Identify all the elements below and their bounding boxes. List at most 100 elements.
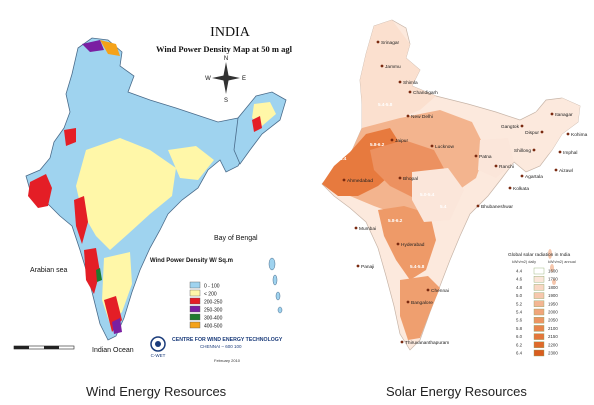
cwet-date: February 2010 (214, 358, 241, 363)
city-marker (558, 150, 562, 154)
solar-legend-annual: 1700 (548, 277, 558, 282)
bay-of-bengal-label: Bay of Bengal (214, 235, 258, 242)
solar-legend-swatch (533, 308, 545, 316)
zone-250-300-south (112, 318, 122, 334)
solar-legend-annual: 1800 (548, 285, 558, 290)
solar-legend-swatch (533, 267, 545, 275)
zone-200-250-gujarat (28, 174, 52, 208)
city-label: Chennai (431, 288, 449, 294)
solar-legend-title: Global solar radiation in India (508, 252, 570, 258)
wind-map-subtitle: Wind Power Density Map at 50 m agl (156, 44, 293, 54)
city-label: Jammu (385, 64, 401, 70)
solar-zone-light-east (478, 138, 514, 178)
zone-300-400-south (96, 268, 102, 282)
solar-city-markers: Srinagar Jammu Shimla Chandigarh New Delhi Ja… (342, 40, 588, 346)
city-marker (508, 186, 512, 190)
solar-legend-annual: 2300 (548, 351, 558, 356)
city-marker (520, 124, 524, 128)
city-marker (390, 138, 394, 142)
wind-density-label: Wind Power Density W/ Sq.m (150, 258, 233, 264)
solar-zone-value: 5.4 (344, 134, 351, 139)
zone-200-250-western-ghats (74, 196, 88, 244)
zone-250-300-kashmir (82, 40, 104, 52)
solar-andaman-islands (548, 249, 556, 285)
wind-map-panel: INDIA Wind Power Density Map at 50 m agl… (0, 0, 300, 370)
solar-legend-annual: 2100 (548, 326, 558, 331)
solar-legend-daily: 4.4 (516, 269, 523, 274)
city-label: Agartala (525, 174, 543, 180)
indian-ocean-label: Indian Ocean (92, 347, 134, 354)
solar-legend-col-daily: kWh/m2) daily (512, 260, 536, 264)
wind-legend-swatch (189, 297, 201, 305)
solar-zone-value: 5.4 (440, 204, 447, 209)
city-marker (398, 176, 402, 180)
compass-west: W (205, 76, 211, 82)
city-marker (476, 204, 480, 208)
cwet-name: CENTRE FOR WIND ENERGY TECHNOLOGY (172, 337, 283, 343)
wind-legend-swatch (189, 313, 201, 321)
wind-legend-label: 0 - 100 (204, 284, 220, 290)
zone-200-250-west-coast (84, 248, 100, 294)
city-label: Shillong (514, 148, 531, 154)
scale-bar (13, 345, 75, 350)
solar-legend-daily: 4.8 (516, 285, 523, 290)
city-label: Mumbai (359, 226, 376, 232)
solar-legend-swatch (533, 292, 545, 299)
city-label: Patna (479, 154, 492, 160)
solar-zone-south (400, 276, 440, 340)
solar-legend-swatch (533, 341, 545, 348)
solar-legend-swatch (533, 333, 545, 340)
solar-legend-annual: 2150 (548, 334, 558, 339)
compass-east: E (242, 76, 246, 82)
solar-zone-northeast (526, 98, 580, 164)
city-marker (376, 40, 380, 44)
wind-legend-label: 200-250 (204, 300, 223, 306)
cwet-address: CHENNAI – 600 100 (200, 344, 242, 349)
zone-below-200-east (168, 146, 214, 180)
wind-legend-swatch (189, 321, 201, 329)
city-label: Panaji (361, 264, 374, 270)
city-marker (406, 300, 410, 304)
city-marker (408, 90, 412, 94)
cwet-logo (150, 336, 166, 352)
solar-legend-swatch (533, 317, 545, 324)
solar-legend-annual: 1600 (548, 269, 558, 274)
solar-legend-annual: 1900 (548, 293, 558, 298)
solar-legend-daily: 5.2 (516, 301, 523, 306)
solar-legend-swatch (533, 325, 545, 332)
city-marker (356, 264, 360, 268)
solar-legend-col-annual: kWh/m2) annual (548, 260, 576, 264)
zone-200-250-rajasthan (64, 128, 76, 146)
city-marker (400, 340, 404, 344)
city-label: Lucknow (435, 144, 454, 150)
city-marker (554, 168, 558, 172)
solar-zone-value: 5.4-5.8 (410, 264, 425, 269)
city-label: Ranchi (499, 164, 514, 170)
city-label: Imphal (563, 150, 577, 156)
wind-legend-label: 300-400 (204, 316, 223, 322)
compass-north: N (224, 56, 228, 62)
solar-legend-daily: 5.4 (516, 310, 523, 315)
city-label: Thiruvananthapuram (405, 340, 449, 346)
solar-zone-deccan (378, 206, 436, 280)
wind-legend: 0 - 100 < 200 200-250 250-300 300-400 400-500 (189, 281, 223, 330)
solar-legend-annual: 2000 (548, 310, 558, 315)
wind-legend-label: < 200 (204, 292, 217, 298)
solar-legend-swatch (533, 284, 545, 291)
wind-legend-label: 400-500 (204, 324, 223, 330)
city-label: Bangalore (411, 300, 433, 306)
solar-map-svg: 5.4 5.4-5.8 5.8-6.2 6.2-6.4 5.0-5.4 5.4 5.8-6.… (321, 19, 588, 357)
city-label: Shimla (403, 80, 418, 86)
city-label: Jaipur (395, 138, 408, 144)
city-marker (342, 178, 346, 182)
solar-legend-swatch (533, 276, 545, 283)
city-label: Chandigarh (413, 90, 438, 96)
cwet-logo-text: C-WET (151, 353, 166, 358)
wind-map-svg: INDIA Wind Power Density Map at 50 m agl… (13, 25, 293, 363)
solar-legend-daily: 4.6 (516, 277, 523, 282)
solar-zone-value: 5.4-5.8 (378, 102, 393, 107)
city-marker (354, 226, 358, 230)
solar-zone-value: 5.8-6.2 (388, 218, 403, 223)
city-label: Ahmedabad (347, 178, 373, 184)
city-marker (426, 288, 430, 292)
